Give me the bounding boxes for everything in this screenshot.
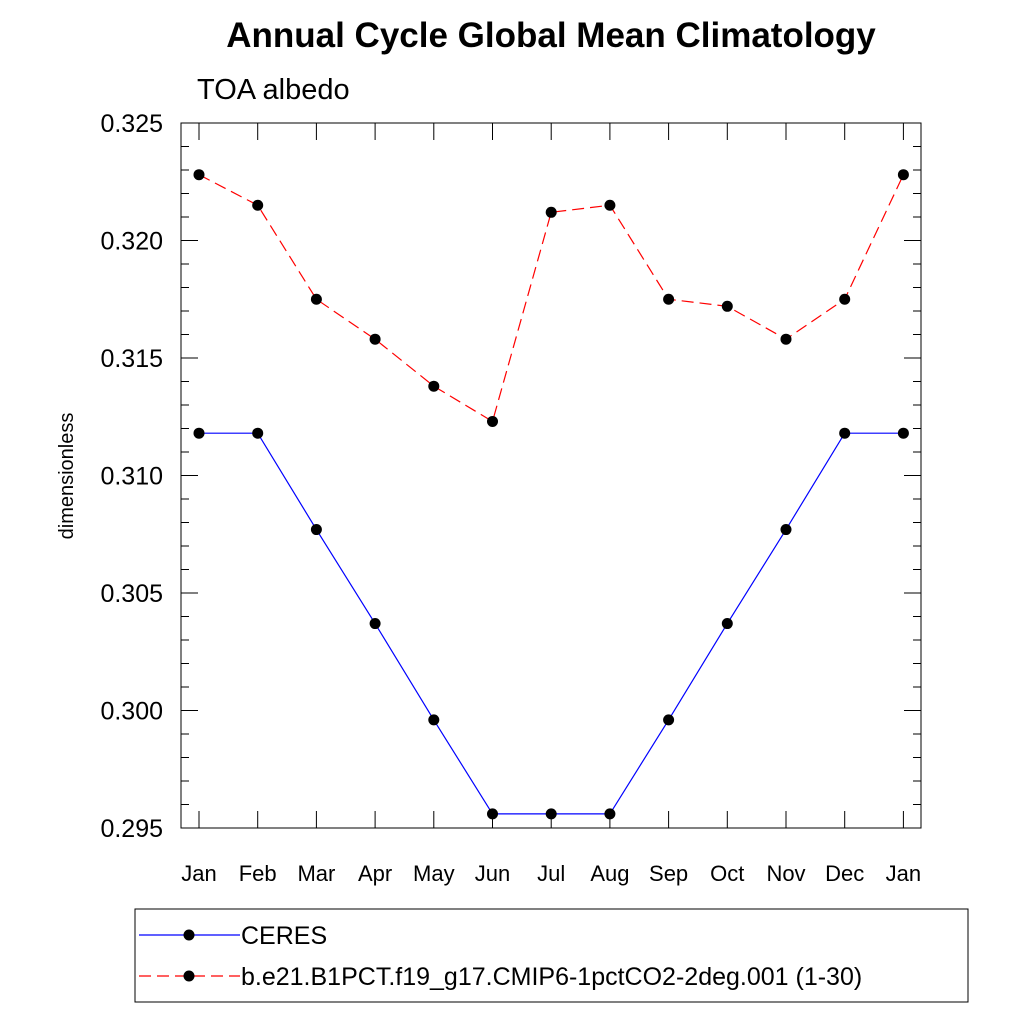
- x-tick-label: Jul: [537, 861, 565, 886]
- data-point-series-1: [604, 199, 616, 211]
- x-tick-label: Oct: [710, 861, 744, 886]
- x-tick-label: Mar: [297, 861, 335, 886]
- y-tick-label: 0.305: [100, 580, 163, 608]
- data-point-series-0: [721, 618, 733, 630]
- legend-marker-0: [183, 929, 195, 941]
- x-tick-label: Sep: [649, 861, 688, 886]
- x-tick-label: Dec: [825, 861, 864, 886]
- legend-label-0: CERES: [241, 922, 327, 950]
- data-point-series-1: [428, 380, 440, 392]
- data-point-series-0: [545, 808, 557, 820]
- x-tick-label: Jan: [181, 861, 216, 886]
- y-tick-label: 0.320: [100, 228, 163, 256]
- data-point-series-0: [897, 427, 909, 439]
- x-tick-label: Jun: [475, 861, 510, 886]
- y-axis-label: dimensionless: [56, 413, 78, 540]
- y-tick-label: 0.325: [100, 110, 163, 138]
- legend-marker-1: [183, 970, 195, 982]
- x-tick-label: Apr: [358, 861, 392, 886]
- data-point-series-1: [487, 415, 498, 427]
- data-point-series-0: [663, 714, 675, 726]
- x-tick-label: May: [413, 861, 455, 886]
- legend: CERES b.e21.B1PCT.f19_g17.CMIP6-1pctCO2-2…: [139, 922, 862, 991]
- data-point-series-1: [369, 333, 381, 345]
- x-axis: Jan Feb Mar Apr May Jun Jul Aug Sep Oct Nov Dec Jan: [181, 123, 921, 886]
- data-point-series-0: [604, 808, 616, 820]
- data-point-series-1: [780, 333, 792, 345]
- legend-label-1: b.e21.B1PCT.f19_g17.CMIP6-1pctCO2-2deg.0…: [241, 963, 862, 991]
- y-axis: 0.325 0.320 0.315 0.310 0.305 0.300 0.295: [100, 110, 921, 843]
- data-point-series-0: [839, 427, 851, 439]
- data-point-series-0: [193, 427, 205, 439]
- x-tick-label: Jan: [886, 861, 921, 886]
- series-layer: [193, 169, 909, 820]
- data-point-series-1: [839, 293, 851, 305]
- data-point-series-0: [780, 524, 792, 536]
- data-point-series-1: [721, 300, 733, 312]
- data-point-series-0: [310, 524, 322, 536]
- x-tick-label: Aug: [590, 861, 629, 886]
- data-point-series-1: [193, 169, 205, 181]
- data-point-series-0: [369, 618, 381, 630]
- x-tick-label: Feb: [239, 861, 277, 886]
- data-point-series-1: [252, 199, 264, 211]
- y-tick-label: 0.300: [100, 698, 163, 726]
- legend-box: [134, 908, 969, 1003]
- data-point-series-0: [252, 427, 264, 439]
- series-line-0: [199, 432, 904, 815]
- chart-title: Annual Cycle Global Mean Climatology: [226, 16, 876, 55]
- data-point-series-1: [310, 293, 322, 305]
- y-tick-label: 0.310: [100, 463, 163, 491]
- data-point-series-0: [487, 808, 498, 820]
- plot-frame: [180, 122, 922, 829]
- data-point-series-1: [897, 169, 909, 181]
- x-tick-label: Nov: [766, 861, 805, 886]
- chart-subtitle: TOA albedo: [197, 74, 350, 106]
- data-point-series-0: [428, 714, 440, 726]
- data-point-series-1: [663, 293, 675, 305]
- y-tick-label: 0.295: [100, 815, 163, 843]
- data-point-series-1: [545, 206, 557, 218]
- y-tick-label: 0.315: [100, 345, 163, 373]
